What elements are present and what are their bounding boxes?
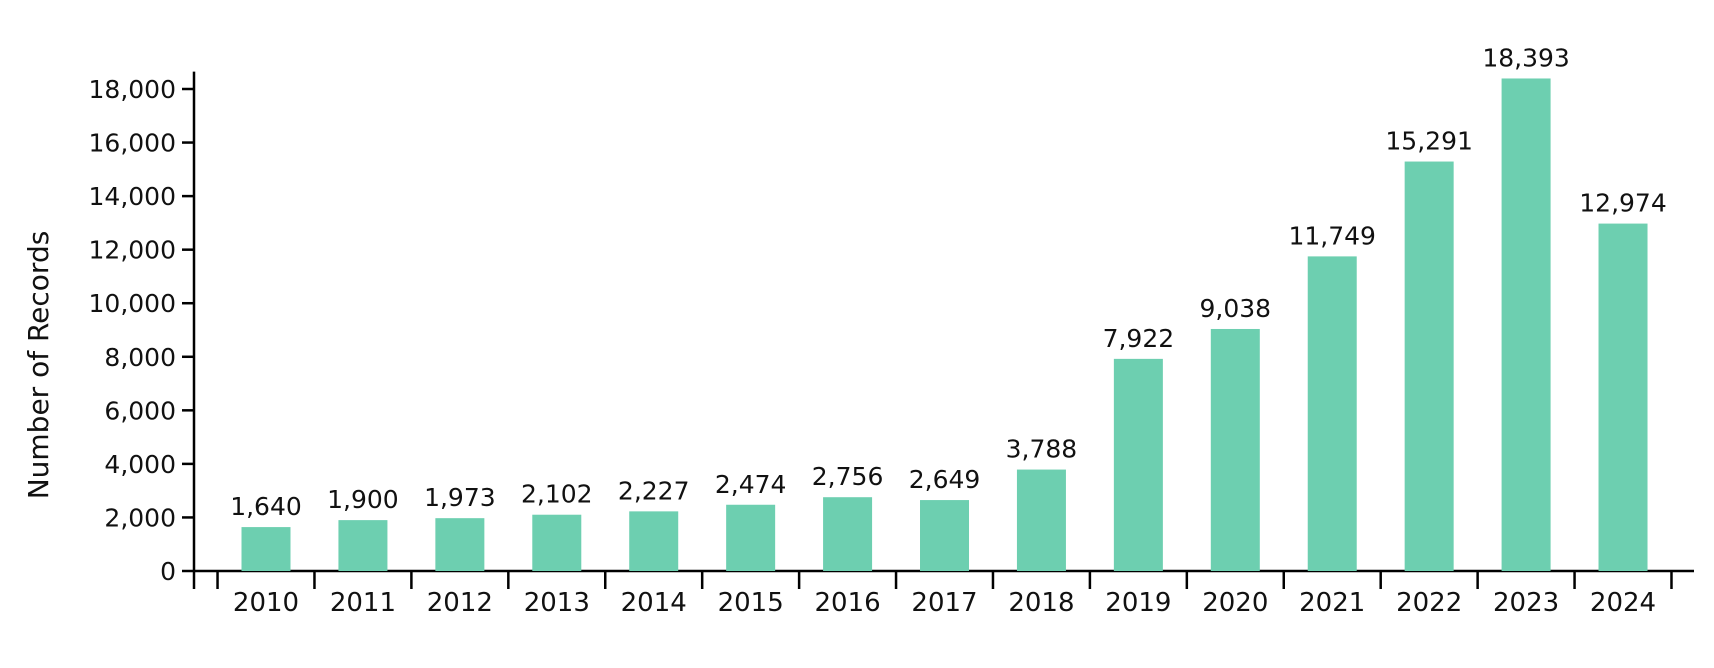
y-tick-label: 4,000 [104,450,176,479]
data-label-2018: 3,788 [1006,435,1078,464]
bar-2019 [1113,358,1163,571]
bar-2015 [726,504,776,571]
x-tick-label: 2010 [233,588,299,618]
bar-2022 [1404,161,1454,571]
bar-2018 [1016,469,1066,571]
data-label-2013: 2,102 [521,480,593,509]
bar-2020 [1210,328,1260,571]
bar-2016 [823,497,873,571]
bar-2017 [920,500,970,571]
data-label-2019: 7,922 [1103,324,1175,353]
data-label-2023: 18,393 [1482,43,1569,72]
y-tick-label: 12,000 [89,236,176,265]
x-tick-label: 2018 [1008,588,1074,618]
x-tick-label: 2016 [814,588,880,618]
data-label-2011: 1,900 [327,485,399,514]
data-label-2020: 9,038 [1200,294,1272,323]
x-tick-label: 2020 [1202,588,1268,618]
y-axis-title: Number of Records [22,231,55,500]
y-tick-label: 18,000 [89,75,176,104]
y-tick-label: 8,000 [104,343,176,372]
y-tick-label: 10,000 [89,289,176,318]
x-tick-label: 2023 [1493,588,1559,618]
bar-2011 [338,520,388,571]
data-label-2017: 2,649 [909,465,981,494]
x-tick-label: 2022 [1396,588,1462,618]
data-label-2010: 1,640 [230,492,302,521]
x-tick-label: 2017 [911,588,977,618]
data-label-2015: 2,474 [715,470,787,499]
bar-2014 [629,511,679,571]
x-tick-label: 2021 [1299,588,1365,618]
y-tick-label: 16,000 [89,129,176,158]
x-tick-label: 2014 [621,588,687,618]
y-tick-label: 14,000 [89,182,176,211]
data-label-2022: 15,291 [1385,127,1472,156]
bars [241,78,1648,572]
y-tick-label: 0 [160,557,176,586]
axes: 0 2,000 4,000 6,000 8,000 10,000 12,000 14,000 1… [89,71,1694,618]
bar-2021 [1307,256,1357,571]
data-label-2024: 12,974 [1579,189,1666,218]
bar-2012 [435,518,485,571]
data-label-2021: 11,749 [1288,221,1375,250]
bar-2023 [1501,78,1551,572]
y-tick-label: 2,000 [104,503,176,532]
bar-2010 [241,527,291,571]
data-labels: 1,640 1,900 1,973 2,102 2,227 2,474 2,756 2,649… [230,43,1667,521]
x-tick-label: 2024 [1590,588,1656,618]
bar-2013 [532,514,582,571]
x-tick-label: 2019 [1105,588,1171,618]
data-label-2016: 2,756 [812,462,884,491]
x-tick-label: 2011 [330,588,396,618]
x-tick-label: 2012 [427,588,493,618]
x-tick-label: 2015 [718,588,784,618]
x-tick-label: 2013 [524,588,590,618]
bar-2024 [1598,223,1648,571]
y-tick-label: 6,000 [104,396,176,425]
data-label-2014: 2,227 [618,476,690,505]
data-label-2012: 1,973 [424,483,496,512]
